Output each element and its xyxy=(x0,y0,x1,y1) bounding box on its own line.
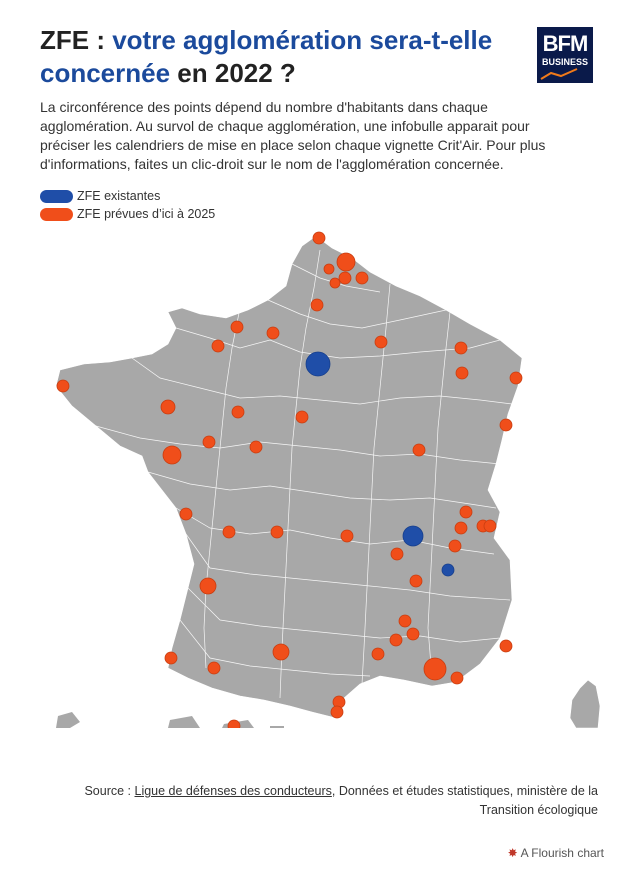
title-accent: votre agglomération sera-t-elle concerné… xyxy=(40,25,493,88)
zfe-points[interactable] xyxy=(56,231,523,728)
zfe-planned-point[interactable] xyxy=(454,341,468,355)
zfe-planned-point[interactable] xyxy=(179,507,193,521)
zfe-planned-point[interactable] xyxy=(329,277,341,289)
zfe-planned-point[interactable] xyxy=(455,366,469,380)
source-link[interactable]: Ligue de défenses des conducteurs xyxy=(134,784,332,798)
zfe-planned-point[interactable] xyxy=(227,719,241,728)
source-suffix: , Données et études statistiques, minist… xyxy=(331,784,598,817)
zfe-planned-point[interactable] xyxy=(448,539,462,553)
zfe-planned-point[interactable] xyxy=(398,614,412,628)
zfe-planned-point[interactable] xyxy=(390,547,404,561)
zfe-planned-point[interactable] xyxy=(483,519,497,533)
zfe-planned-point[interactable] xyxy=(199,577,217,595)
zfe-planned-point[interactable] xyxy=(56,379,70,393)
reunion-shape xyxy=(270,726,284,728)
title-tail: en 2022 ? xyxy=(170,58,296,88)
legend: ZFE existantes ZFE prévues d’ici à 2025 xyxy=(40,187,215,223)
france-mainland xyxy=(55,235,523,719)
zfe-planned-point[interactable] xyxy=(412,443,426,457)
bfm-business-logo: BFM BUSINESS xyxy=(537,27,593,83)
zfe-planned-point[interactable] xyxy=(164,651,178,665)
legend-label-existing: ZFE existantes xyxy=(77,189,161,203)
zfe-planned-point[interactable] xyxy=(207,661,221,675)
zfe-planned-point[interactable] xyxy=(323,263,335,275)
legend-item-existing[interactable]: ZFE existantes xyxy=(40,187,215,205)
zfe-planned-point[interactable] xyxy=(230,320,244,334)
legend-swatch-blue xyxy=(40,189,73,203)
france-map[interactable] xyxy=(0,228,634,728)
description: La circonférence des points dépend du no… xyxy=(40,99,546,172)
zfe-planned-point[interactable] xyxy=(202,435,216,449)
zfe-planned-point[interactable] xyxy=(340,529,354,543)
zfe-planned-point[interactable] xyxy=(336,252,356,272)
zfe-planned-point[interactable] xyxy=(499,639,513,653)
martinique-shape xyxy=(168,716,200,728)
page-title: ZFE : votre agglomération sera-t-elle co… xyxy=(40,24,510,90)
zfe-planned-point[interactable] xyxy=(423,657,447,681)
corsica-island xyxy=(569,679,601,728)
zfe-planned-point[interactable] xyxy=(355,271,369,285)
zfe-planned-point[interactable] xyxy=(450,671,464,685)
zfe-planned-point[interactable] xyxy=(222,525,236,539)
flourish-star-icon: ✸ xyxy=(507,846,518,860)
zfe-planned-point[interactable] xyxy=(295,410,309,424)
legend-label-planned: ZFE prévues d’ici à 2025 xyxy=(77,207,216,221)
department-borders xyxy=(95,249,513,699)
zfe-planned-point[interactable] xyxy=(249,440,263,454)
logo-line-2: BUSINESS xyxy=(541,57,588,67)
trend-arrow-icon xyxy=(540,68,578,80)
zfe-planned-point[interactable] xyxy=(409,574,423,588)
zfe-existing-point[interactable] xyxy=(305,351,331,377)
title-lead: ZFE : xyxy=(40,25,113,55)
source-prefix: Source : xyxy=(84,784,135,798)
zfe-planned-point[interactable] xyxy=(270,525,284,539)
zfe-planned-point[interactable] xyxy=(160,399,176,415)
zfe-planned-point[interactable] xyxy=(389,633,403,647)
source-note: Source : Ligue de défenses des conducteu… xyxy=(38,782,598,820)
zfe-planned-point[interactable] xyxy=(272,643,290,661)
flourish-credit[interactable]: ✸ A Flourish chart xyxy=(508,846,604,860)
zfe-planned-point[interactable] xyxy=(312,231,326,245)
zfe-planned-point[interactable] xyxy=(509,371,523,385)
guadeloupe-shape xyxy=(56,712,80,728)
zfe-planned-point[interactable] xyxy=(330,705,344,719)
zfe-planned-point[interactable] xyxy=(211,339,225,353)
zfe-planned-point[interactable] xyxy=(162,445,182,465)
legend-swatch-orange xyxy=(40,207,73,221)
zfe-planned-point[interactable] xyxy=(374,335,388,349)
credit-label: A Flourish chart xyxy=(520,846,604,860)
zfe-planned-point[interactable] xyxy=(406,627,420,641)
overseas-territories xyxy=(56,712,284,728)
zfe-planned-point[interactable] xyxy=(371,647,385,661)
zfe-planned-point[interactable] xyxy=(310,298,324,312)
zfe-planned-point[interactable] xyxy=(459,505,473,519)
zfe-existing-point[interactable] xyxy=(402,525,424,547)
zfe-planned-point[interactable] xyxy=(266,326,280,340)
zfe-planned-point[interactable] xyxy=(338,271,352,285)
zfe-planned-point[interactable] xyxy=(454,521,468,535)
legend-item-planned[interactable]: ZFE prévues d’ici à 2025 xyxy=(40,205,215,223)
logo-line-1: BFM xyxy=(542,31,589,56)
zfe-planned-point[interactable] xyxy=(499,418,513,432)
zfe-planned-point[interactable] xyxy=(231,405,245,419)
zfe-existing-point[interactable] xyxy=(441,563,455,577)
